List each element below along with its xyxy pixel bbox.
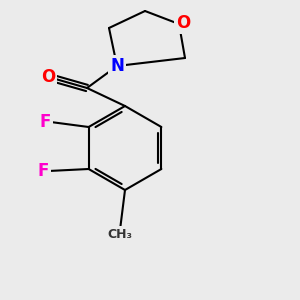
Text: F: F bbox=[38, 162, 49, 180]
Text: O: O bbox=[176, 14, 190, 32]
Text: F: F bbox=[40, 113, 51, 131]
Text: N: N bbox=[110, 57, 124, 75]
Text: O: O bbox=[41, 68, 55, 86]
Text: CH₃: CH₃ bbox=[107, 229, 133, 242]
